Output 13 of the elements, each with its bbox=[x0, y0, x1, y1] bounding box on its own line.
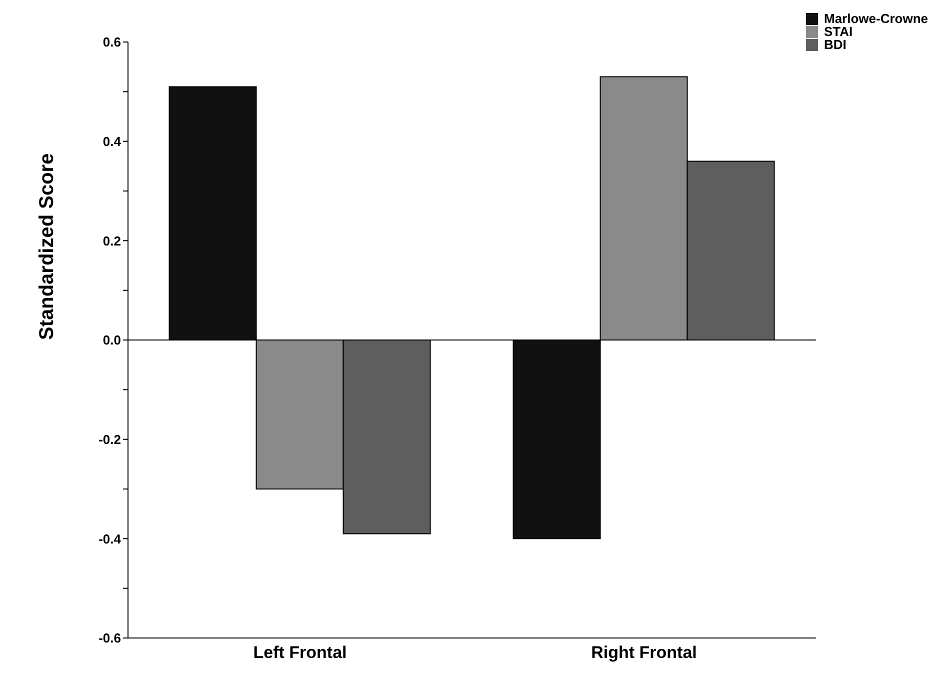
legend-label: BDI bbox=[824, 37, 846, 52]
y-tick-label: 0.4 bbox=[102, 134, 122, 149]
y-axis-title: Standardized Score bbox=[36, 153, 58, 340]
y-tick-label: -0.2 bbox=[98, 432, 121, 447]
y-tick-label: 0.6 bbox=[102, 34, 121, 50]
x-tick-label: Left Frontal bbox=[253, 643, 347, 662]
legend-label: STAI bbox=[824, 24, 853, 39]
y-tick-label: -0.6 bbox=[98, 630, 121, 646]
y-tick-label: 0.0 bbox=[102, 332, 121, 348]
y-tick-label: -0.4 bbox=[98, 531, 122, 546]
y-tick-label: 0.2 bbox=[102, 233, 121, 248]
legend-label: Marlowe-Crowne bbox=[824, 11, 928, 26]
x-tick-label: Right Frontal bbox=[591, 643, 697, 662]
